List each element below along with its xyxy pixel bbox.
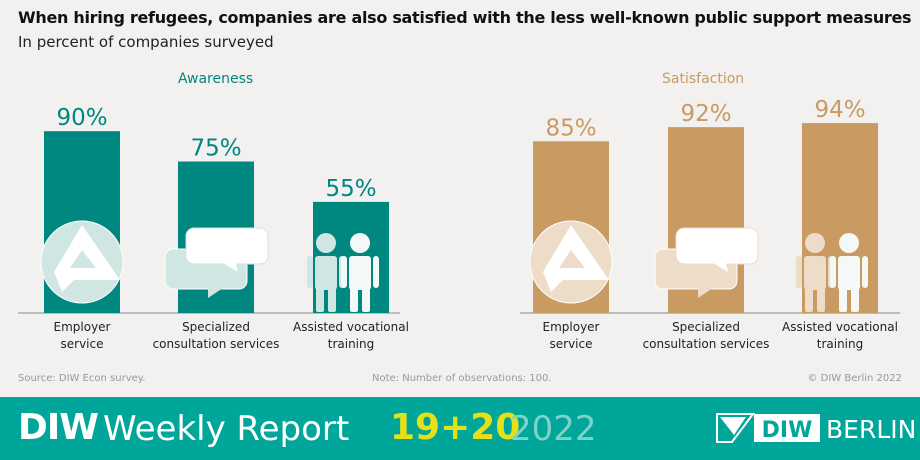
category-label: consultation services — [153, 337, 280, 351]
value-label: 85% — [545, 115, 596, 141]
banner-report-name: Weekly Report — [103, 409, 350, 449]
diw-logo-icon: DIW — [716, 413, 820, 443]
chart-subtitle: In percent of companies surveyed — [18, 33, 274, 51]
category-label: training — [817, 337, 864, 351]
category-label: Assisted vocational — [293, 320, 409, 334]
svg-text:DIW: DIW — [762, 418, 813, 443]
report-banner: DIW Weekly Report 19+20 2022 DIW BERLIN — [0, 397, 920, 460]
banner-berlin: BERLIN — [826, 415, 917, 444]
chart-title: When hiring refugees, companies are also… — [18, 8, 912, 27]
category-label: Employer — [543, 320, 600, 334]
category-label: consultation services — [643, 337, 770, 351]
source-note: Source: DIW Econ survey. — [18, 373, 146, 384]
speech-bubbles-icon — [654, 227, 759, 298]
copyright: © DIW Berlin 2022 — [807, 373, 902, 384]
category-label: Specialized — [672, 320, 740, 334]
category-label: Assisted vocational — [782, 320, 898, 334]
value-label: 55% — [325, 176, 376, 202]
category-label: service — [550, 337, 593, 351]
employment-agency-logo-icon — [40, 220, 124, 304]
banner-brand: DIW — [18, 407, 99, 448]
people-icon — [796, 233, 868, 312]
value-label: 90% — [56, 105, 107, 131]
value-label: 75% — [190, 136, 241, 162]
people-icon — [307, 233, 379, 312]
employment-agency-logo-icon — [529, 220, 613, 304]
observations-note: Note: Number of observations: 100. — [372, 373, 552, 384]
group-title-awareness: Awareness — [178, 71, 254, 87]
category-label: Employer — [54, 320, 111, 334]
category-label: service — [61, 337, 104, 351]
banner-issue: 19+20 — [390, 407, 521, 448]
value-label: 94% — [814, 97, 865, 123]
group-title-satisfaction: Satisfaction — [662, 71, 745, 87]
category-label: training — [328, 337, 375, 351]
category-label: Specialized — [182, 320, 250, 334]
bar-chart: 90% Employer service 75% Specialized consulta… — [18, 97, 900, 351]
banner-year: 2022 — [510, 409, 597, 449]
speech-bubbles-icon — [164, 227, 269, 298]
value-label: 92% — [680, 101, 731, 127]
